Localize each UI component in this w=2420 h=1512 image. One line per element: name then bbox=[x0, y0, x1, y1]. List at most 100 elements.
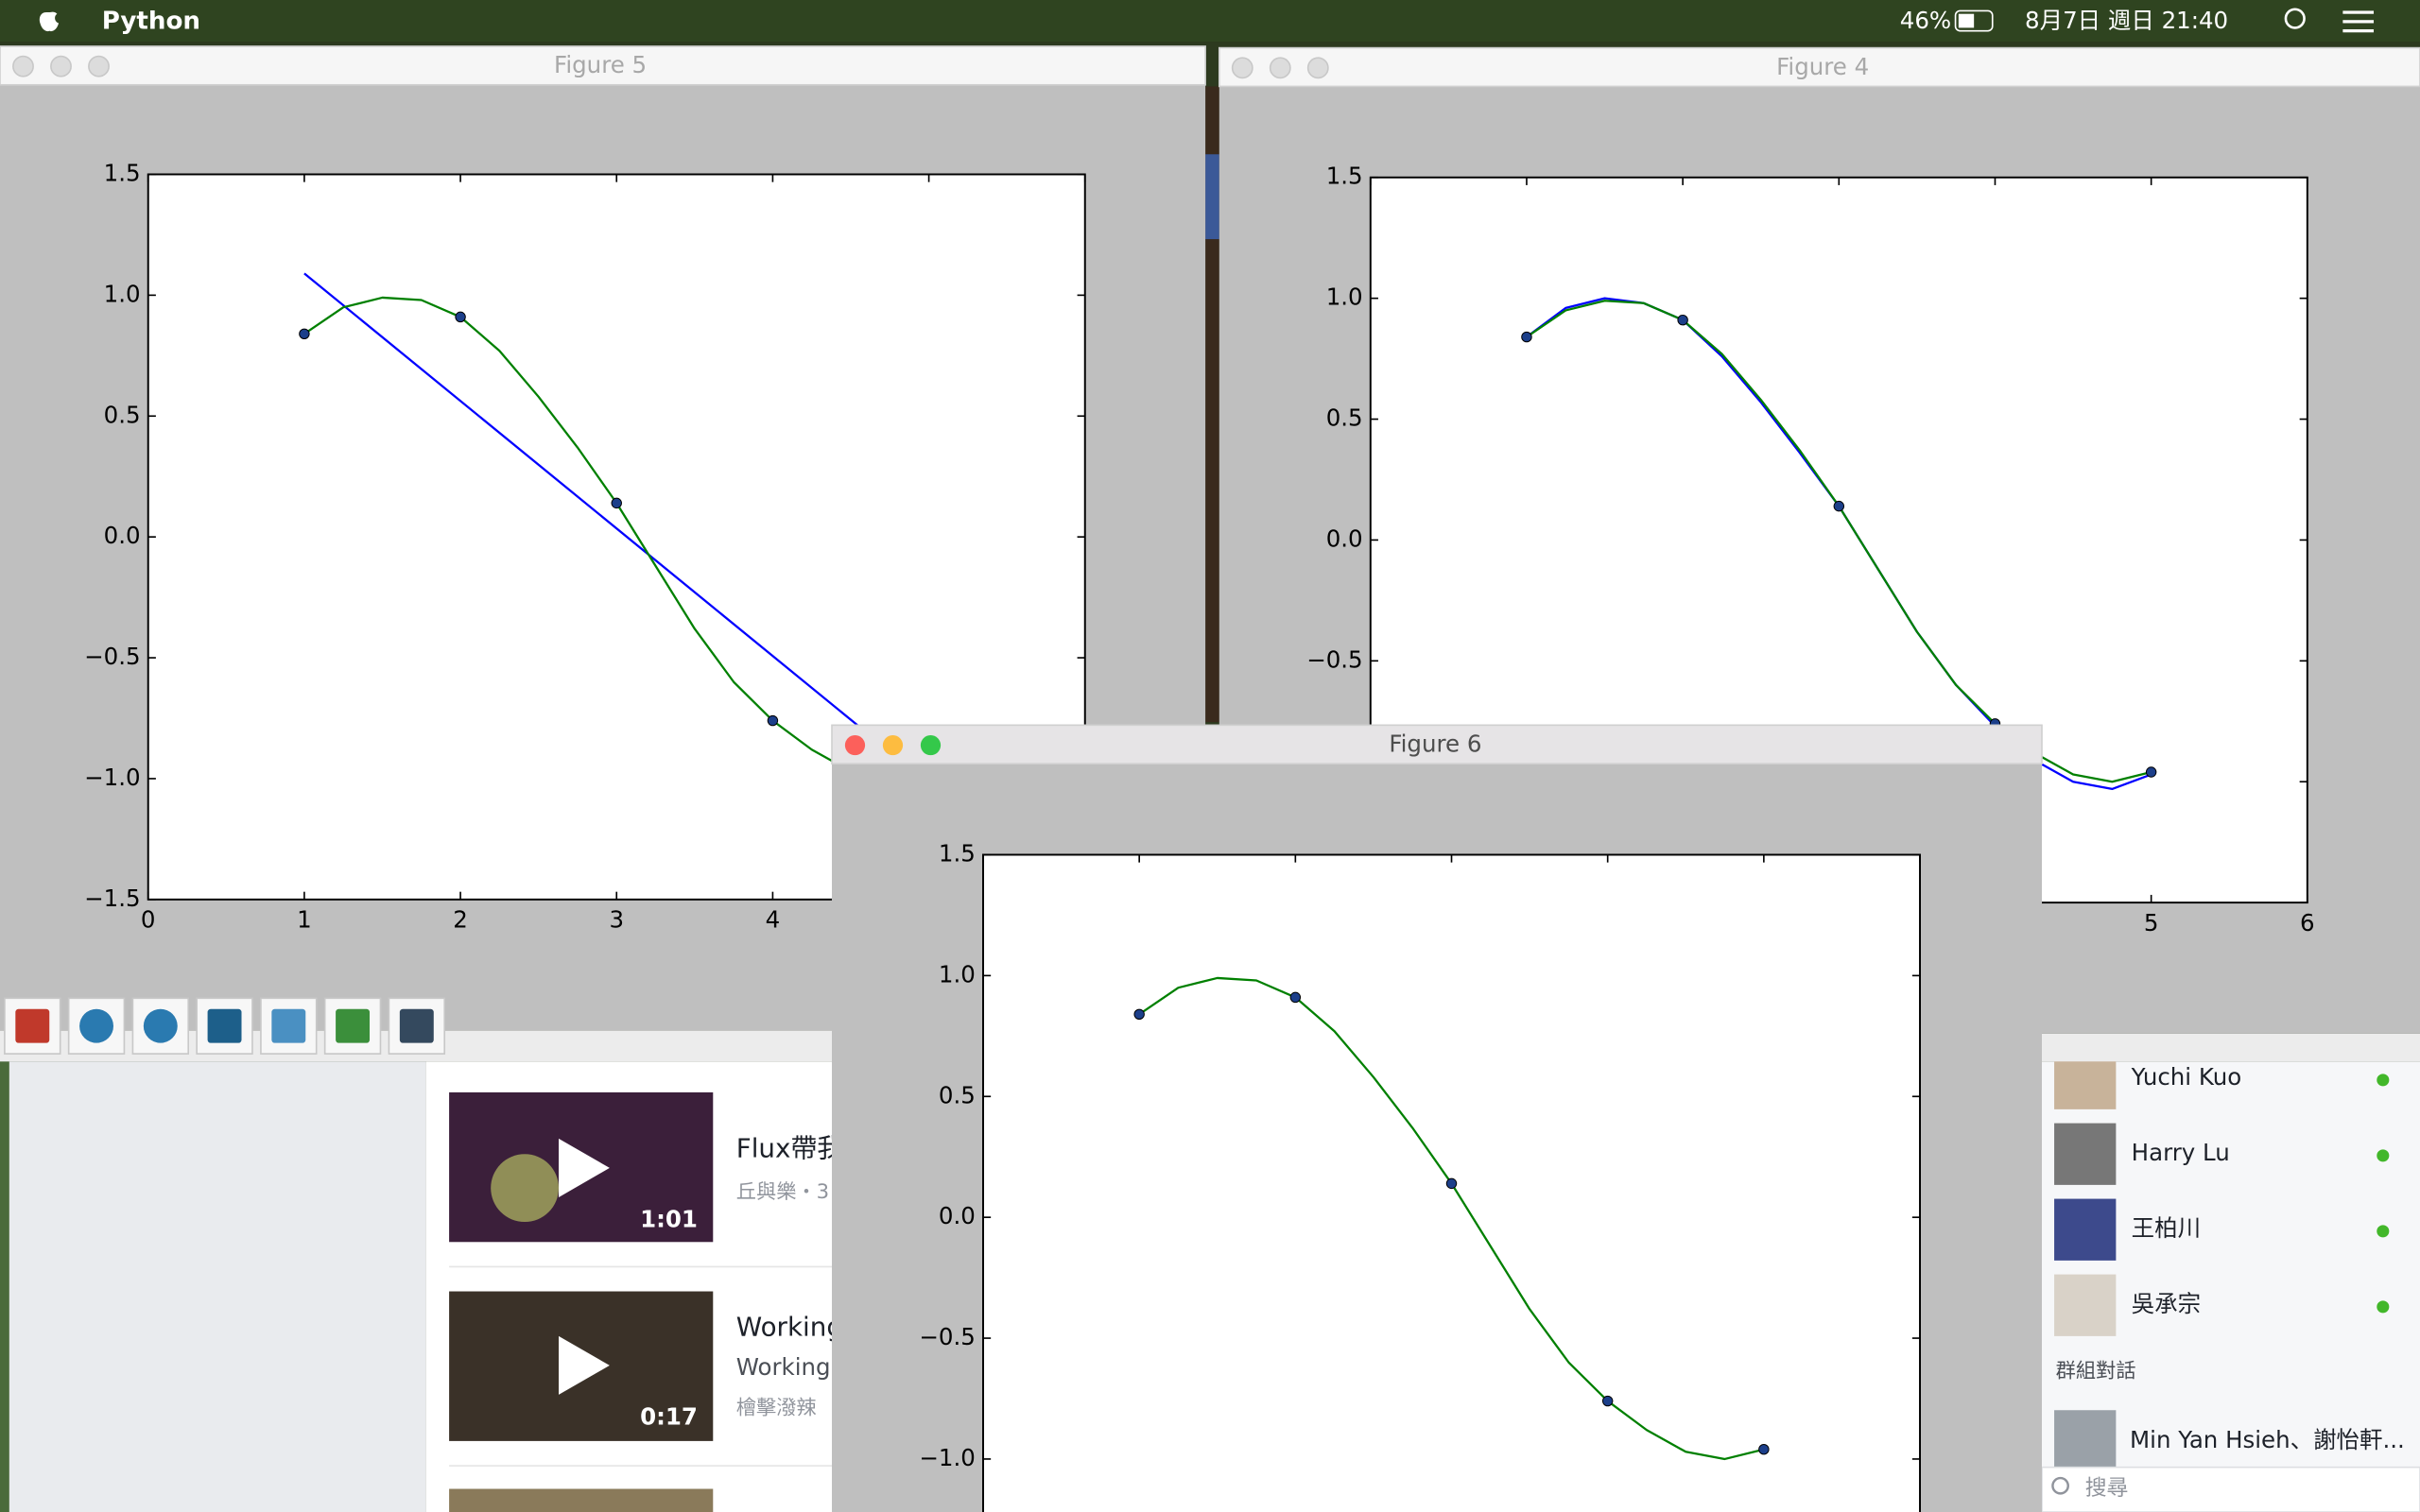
zoom-button[interactable] bbox=[1306, 57, 1329, 79]
avatar[interactable] bbox=[2054, 1123, 2117, 1185]
data-point bbox=[1833, 500, 1845, 512]
video-title[interactable]: Flux帶我 bbox=[736, 1132, 843, 1163]
y-tick-label: 0.5 bbox=[1326, 404, 1363, 432]
notification-center[interactable] bbox=[2342, 10, 2375, 14]
windows: Figure 5 −1.5 −1.0 −0.5 0.0 0.5 1.0 1.5 0 1 2 3 4 5 6 F… bbox=[0, 45, 2420, 1512]
online-dot bbox=[2377, 1074, 2390, 1087]
app-name[interactable]: Python bbox=[102, 7, 200, 35]
search-icon bbox=[2051, 1476, 2069, 1495]
video-title[interactable]: Working bbox=[736, 1312, 843, 1343]
toolbar-button[interactable] bbox=[323, 997, 382, 1055]
zoom-button[interactable] bbox=[88, 55, 110, 77]
window-title: Figure 6 bbox=[1389, 730, 1481, 758]
y-tick-label: 1.0 bbox=[104, 280, 141, 307]
data-point bbox=[1677, 314, 1688, 326]
title-bar bbox=[1218, 46, 2420, 88]
zoom-button[interactable] bbox=[920, 734, 942, 756]
data-point bbox=[1289, 991, 1302, 1004]
y-tick-label: 1.5 bbox=[1326, 163, 1363, 190]
y-tick-label: −0.5 bbox=[84, 643, 140, 670]
battery-icon[interactable] bbox=[1954, 9, 1994, 32]
x-tick-label: 6 bbox=[2300, 909, 2315, 936]
thumbnail[interactable] bbox=[449, 1488, 714, 1512]
data-point bbox=[1133, 1008, 1145, 1021]
thumbnail-light bbox=[491, 1154, 560, 1223]
y-tick-label: −0.5 bbox=[1306, 645, 1362, 673]
toolbar-icon bbox=[336, 1008, 371, 1043]
y-tick-label: 1.0 bbox=[939, 960, 976, 988]
y-tick-label: 1.5 bbox=[104, 159, 141, 186]
y-tick-label: 0.0 bbox=[939, 1202, 976, 1229]
data-point bbox=[2145, 766, 2157, 778]
spotlight[interactable] bbox=[2284, 8, 2306, 29]
close-button[interactable] bbox=[844, 734, 866, 756]
toolbar-icon bbox=[271, 1008, 306, 1043]
video-subtitle: 丘與樂・3 bbox=[736, 1180, 829, 1204]
y-tick-label: −0.5 bbox=[919, 1323, 975, 1350]
sidebar bbox=[0, 1061, 426, 1512]
apple-menu[interactable] bbox=[39, 11, 60, 32]
y-tick-label: 0.5 bbox=[104, 401, 141, 428]
video-item bbox=[449, 1091, 714, 1243]
data-point bbox=[1601, 1395, 1614, 1407]
contact-name[interactable]: Yuchi Kuo bbox=[2131, 1063, 2242, 1091]
y-tick-label: 0.0 bbox=[1326, 524, 1363, 552]
data-point bbox=[767, 714, 779, 727]
curve bbox=[303, 272, 930, 784]
search-placeholder[interactable]: 搜尋 bbox=[2085, 1476, 2129, 1501]
y-tick-label: −1.5 bbox=[84, 885, 140, 912]
background-window bbox=[1205, 154, 1219, 240]
clock[interactable]: 8月7日 週日 21:40 bbox=[2025, 7, 2228, 34]
battery-level bbox=[1958, 13, 1975, 28]
x-tick-label: 1 bbox=[297, 906, 312, 934]
video-item bbox=[449, 1291, 714, 1441]
background-window bbox=[1205, 86, 1219, 723]
minimize-button[interactable] bbox=[882, 734, 904, 756]
play-icon[interactable] bbox=[559, 1138, 610, 1197]
play-icon[interactable] bbox=[559, 1335, 610, 1395]
data-point bbox=[455, 311, 466, 323]
contact-name[interactable]: Harry Lu bbox=[2132, 1139, 2230, 1166]
avatar[interactable] bbox=[2054, 1274, 2117, 1336]
video-subtitle: Working bbox=[736, 1353, 831, 1381]
toolbar-icon bbox=[207, 1008, 242, 1043]
notification-center bbox=[2342, 29, 2375, 33]
x-tick-label: 2 bbox=[453, 906, 468, 934]
y-tick-label: 0.0 bbox=[104, 522, 141, 549]
search-box[interactable] bbox=[2041, 1466, 2420, 1512]
plot: −1.5−1.0−0.50.00.51.01.50123456 bbox=[919, 839, 1921, 1512]
toolbar-icon bbox=[15, 1008, 50, 1043]
battery-percent[interactable]: 46% bbox=[1900, 7, 1951, 34]
toolbar-button[interactable] bbox=[4, 997, 61, 1055]
figure-window: Figure 6−1.5−1.0−0.50.00.51.01.50123456 bbox=[831, 724, 2043, 1512]
avatar[interactable] bbox=[2054, 1198, 2117, 1261]
group-header: 群組對話 bbox=[2056, 1359, 2136, 1383]
minimize-button[interactable] bbox=[50, 55, 72, 77]
data-point bbox=[1445, 1177, 1458, 1190]
close-button[interactable] bbox=[1231, 57, 1253, 79]
group-chat[interactable]: Min Yan Hsieh、謝怡軒... bbox=[2130, 1426, 2405, 1453]
online-dot bbox=[2377, 1300, 2390, 1314]
title-bar bbox=[831, 724, 2043, 765]
data-point bbox=[611, 497, 622, 509]
x-tick-label: 5 bbox=[2144, 909, 2159, 936]
minimize-button[interactable] bbox=[1269, 57, 1291, 79]
video-duration: 0:17 bbox=[640, 1402, 698, 1430]
avatar[interactable] bbox=[2054, 1410, 2117, 1472]
toolbar-icon bbox=[143, 1008, 178, 1043]
data-point bbox=[299, 328, 310, 340]
y-tick-label: 1.5 bbox=[939, 839, 976, 867]
notification-center bbox=[2342, 20, 2375, 24]
contact-name[interactable]: 吳承宗 bbox=[2132, 1290, 2201, 1317]
close-button[interactable] bbox=[12, 55, 34, 77]
online-dot bbox=[2377, 1149, 2390, 1162]
data-point bbox=[1758, 1444, 1770, 1455]
data-point bbox=[1521, 331, 1532, 343]
y-tick-label: −1.0 bbox=[84, 764, 140, 791]
menu-bar bbox=[0, 0, 2420, 43]
contact-name[interactable]: 王柏川 bbox=[2132, 1214, 2201, 1242]
y-tick-label: 0.5 bbox=[939, 1081, 976, 1108]
y-tick-label: 1.0 bbox=[1326, 284, 1363, 311]
